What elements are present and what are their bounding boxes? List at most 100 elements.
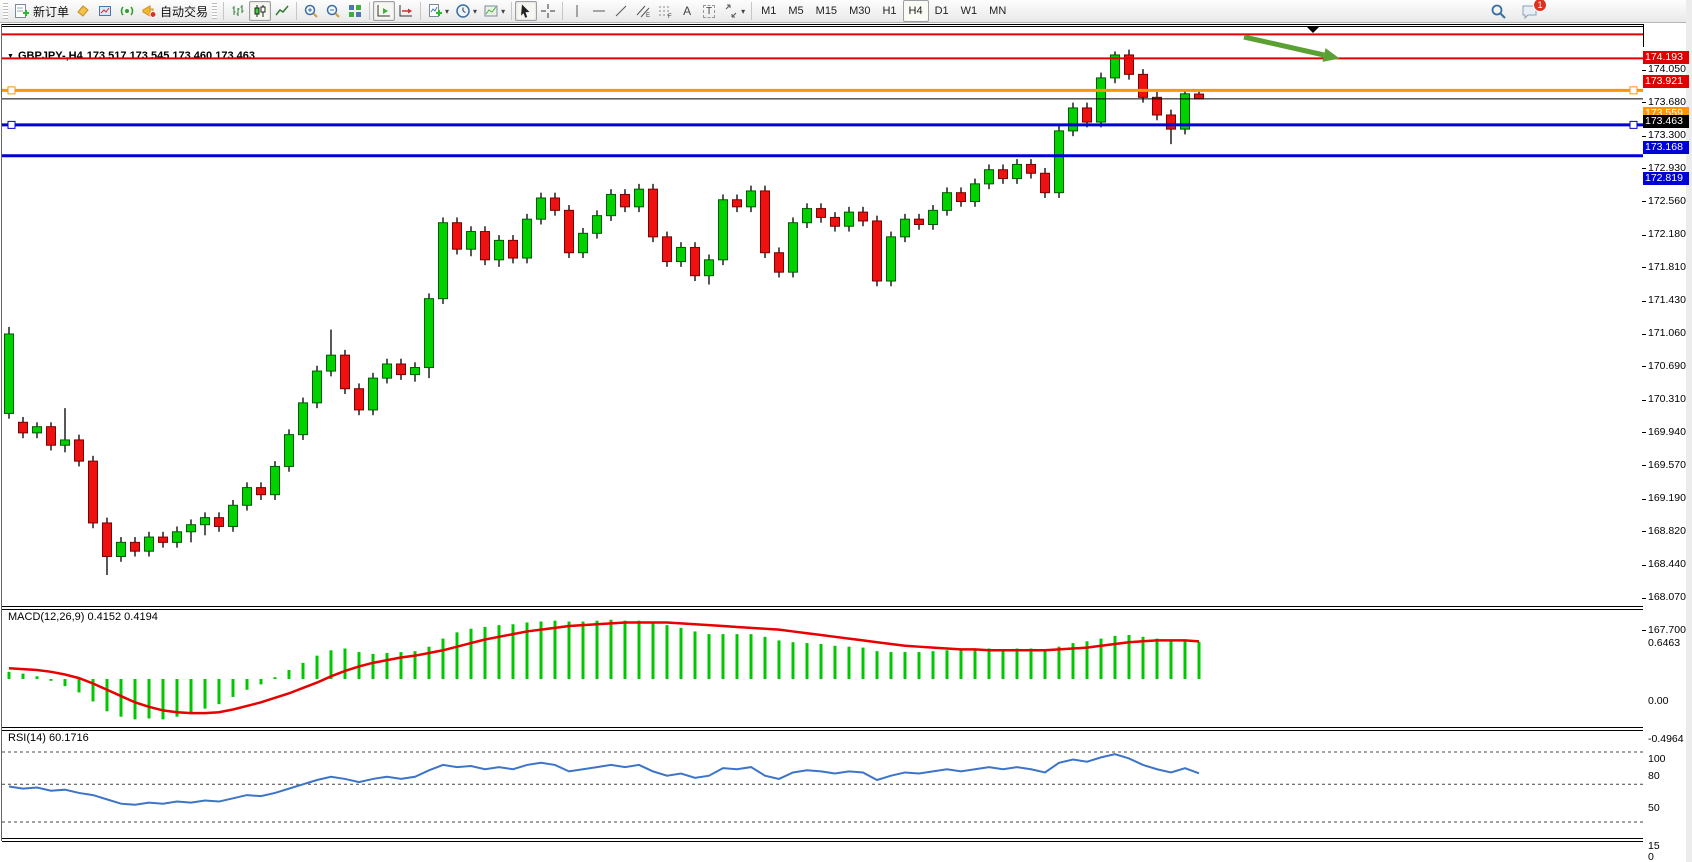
text-label-tool[interactable]: T [698, 1, 720, 21]
signal-icon-button[interactable] [116, 1, 138, 21]
candle [872, 220, 882, 282]
candle [158, 536, 168, 543]
tab-timeframe-M1[interactable]: M1 [761, 5, 777, 17]
candle [914, 218, 924, 225]
rsi-axis-label: 15 [1648, 840, 1660, 852]
candle [998, 169, 1008, 180]
tab-timeframe-M5[interactable]: M5 [788, 5, 804, 17]
price-badge-173.463: 173.463 [1643, 115, 1689, 129]
crosshair-tool-button[interactable] [537, 1, 559, 21]
price-tick-label: 171.430 [1648, 294, 1686, 307]
indicators-button[interactable]: ▾ [424, 1, 452, 21]
zoom-in-button[interactable] [300, 1, 322, 21]
auto-scroll-button[interactable] [373, 1, 396, 21]
search-button[interactable] [1487, 1, 1510, 21]
bar-chart-type-button[interactable] [227, 1, 249, 21]
line-handle[interactable] [1629, 120, 1638, 129]
candle [480, 231, 490, 261]
price-badge-173.921: 173.921 [1643, 74, 1689, 88]
axis-tick [1642, 69, 1646, 71]
tab-timeframe-H1[interactable]: H1 [882, 5, 897, 17]
zoom-out-button[interactable] [322, 1, 344, 21]
fibonacci-tool[interactable]: F [654, 1, 676, 21]
candle [1068, 107, 1078, 132]
candle [1180, 93, 1190, 130]
styles-button[interactable] [72, 1, 94, 21]
candle [102, 522, 112, 557]
candle [1082, 107, 1092, 123]
candle [746, 190, 756, 208]
line-handle[interactable] [1629, 86, 1638, 95]
candle [214, 517, 224, 527]
axis-tick [1642, 399, 1646, 401]
annotation-arrow[interactable] [1243, 34, 1325, 58]
candle [634, 188, 644, 208]
candle [1124, 54, 1134, 75]
cursor-tool-button[interactable] [515, 1, 538, 21]
tab-timeframe-H4[interactable]: H4 [902, 0, 929, 22]
clock-icon [455, 3, 471, 19]
price-badge-173.168: 173.168 [1643, 141, 1689, 155]
arrows-tool[interactable]: ▾ [720, 1, 748, 21]
horizontal-line-tool[interactable] [588, 1, 610, 21]
candle [606, 193, 616, 217]
price-tick-label: 169.570 [1648, 458, 1686, 471]
tab-timeframe-D1[interactable]: D1 [934, 5, 949, 17]
trendline-tool[interactable] [610, 1, 632, 21]
chevron-down-icon[interactable]: ▼ [7, 52, 14, 60]
top-marker-triangle [1306, 26, 1320, 33]
price-tick-label: 173.680 [1648, 95, 1686, 108]
periods-button[interactable]: ▾ [452, 1, 480, 21]
candle [116, 541, 126, 557]
vertical-line-tool[interactable] [566, 1, 588, 21]
tab-timeframe-MN[interactable]: MN [989, 5, 1007, 17]
autotrading-button[interactable]: 自动交易 [138, 1, 211, 21]
candle [984, 169, 994, 185]
axis-tick [1642, 432, 1646, 434]
line-handle[interactable] [7, 86, 16, 95]
candlestick-type-button[interactable] [249, 1, 272, 21]
new-order-label: 新订单 [33, 4, 70, 19]
candle [900, 218, 910, 238]
candle [466, 231, 476, 250]
tile-windows-button[interactable] [344, 1, 366, 21]
svg-text:F: F [668, 14, 672, 19]
candle [1166, 114, 1176, 130]
tab-timeframe-M15[interactable]: M15 [815, 5, 838, 17]
price-axis[interactable]: 174.050 173.680 173.300 172.930 172.560 172.1… [1642, 47, 1689, 862]
tab-timeframe-M30[interactable]: M30 [849, 5, 871, 17]
line-handle[interactable] [7, 120, 16, 129]
candle [676, 246, 686, 263]
text-tool[interactable]: A [676, 1, 698, 21]
notification-badge: 1 [1533, 0, 1547, 12]
symbol-period-label: GBPJPY-,H4 [17, 50, 83, 62]
market-watch-button[interactable] [94, 1, 116, 21]
line-chart-type-button[interactable] [271, 1, 293, 21]
toolbar-grip[interactable] [3, 3, 8, 19]
macd-axis-label: 0.6463 [1648, 636, 1681, 649]
templates-button[interactable]: ▾ [480, 1, 508, 21]
text-label-icon: T [703, 4, 716, 18]
rsi-axis-label: 80 [1648, 770, 1660, 782]
price-tick-label: 168.070 [1648, 591, 1686, 604]
chart-window[interactable]: ▼ GBPJPY-,H4 173.517 173.545 173.460 173… [0, 23, 1692, 862]
equidistant-channel-tool[interactable]: E [632, 1, 654, 21]
candle [32, 426, 42, 434]
chart-shift-button[interactable] [395, 1, 417, 21]
candle [74, 439, 84, 462]
toolbar-grip[interactable] [212, 3, 218, 19]
tab-timeframe-W1[interactable]: W1 [960, 5, 978, 17]
new-order-button[interactable]: 新订单 [11, 1, 72, 21]
candle [970, 183, 980, 203]
candle [1054, 130, 1064, 194]
notifications-button[interactable]: 1 [1518, 0, 1547, 21]
candle [620, 193, 630, 208]
separator [420, 2, 422, 20]
vertical-line-icon [570, 3, 584, 19]
candle [816, 208, 826, 218]
macd-axis-label: -0.4964 [1648, 733, 1684, 745]
rsi-indicator-label: RSI(14) 60.1716 [8, 732, 89, 744]
price-tick-label: 171.060 [1648, 327, 1686, 340]
window-edge-right [1686, 0, 1692, 862]
candle [1040, 172, 1050, 194]
